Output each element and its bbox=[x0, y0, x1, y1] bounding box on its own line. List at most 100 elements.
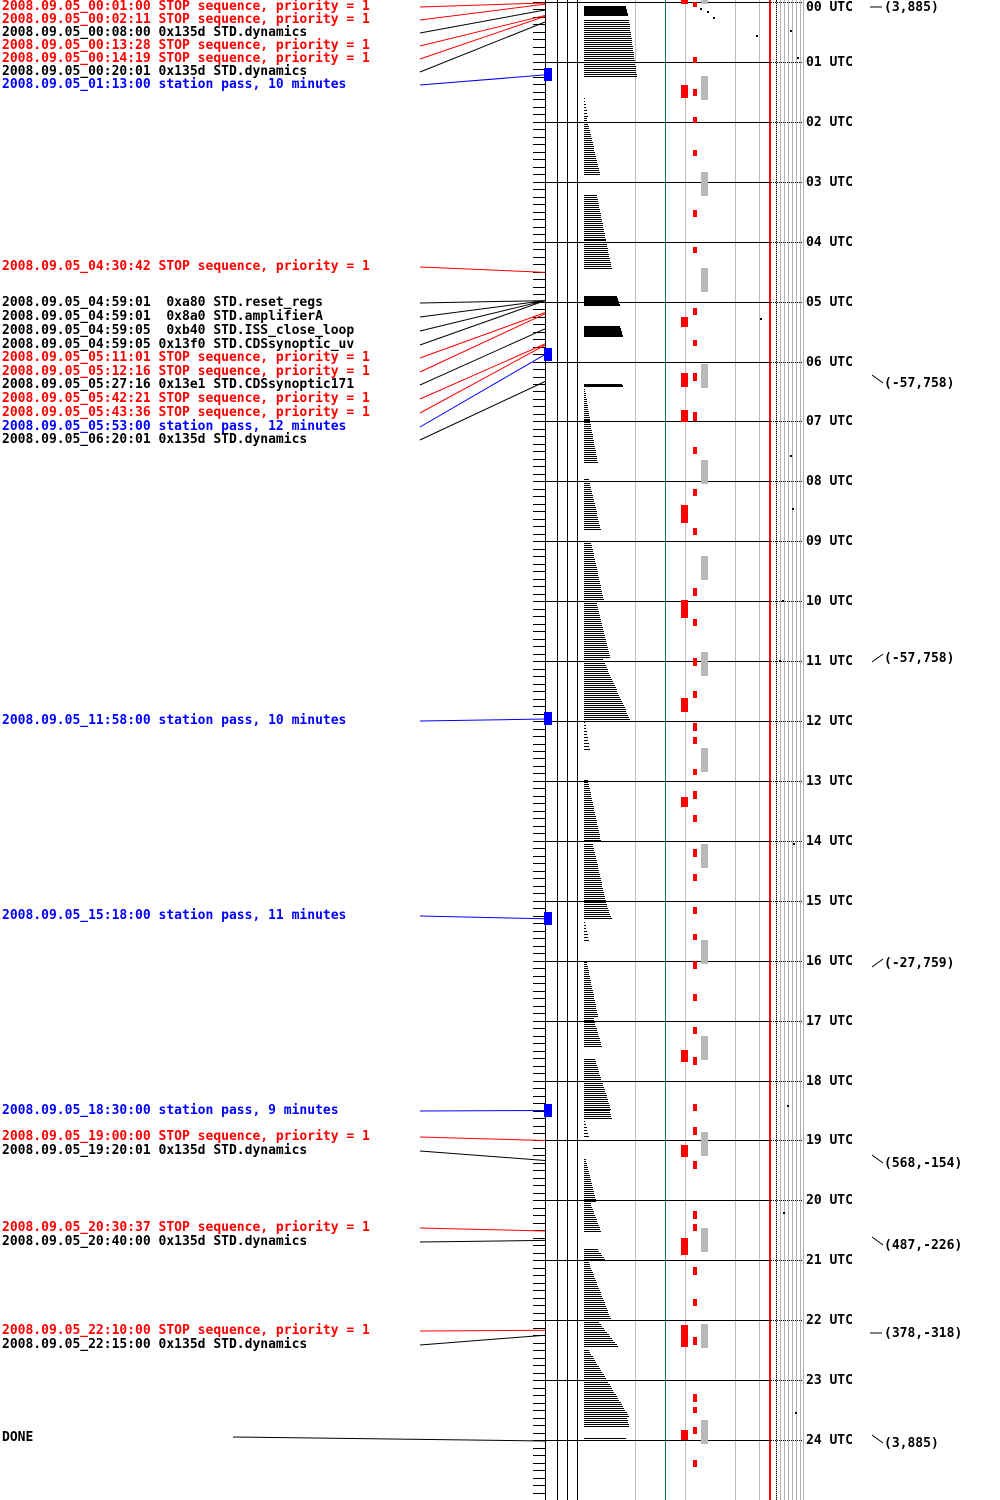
axis-tick bbox=[533, 504, 545, 505]
axis-tick bbox=[533, 227, 545, 228]
red-dash-mark bbox=[693, 1161, 697, 1169]
axis-tick bbox=[533, 998, 545, 999]
axis-tick bbox=[533, 234, 545, 235]
axis-tick bbox=[533, 893, 545, 894]
activity-bar bbox=[584, 665, 606, 666]
red-block-mark bbox=[681, 1430, 688, 1440]
activity-bar bbox=[584, 1020, 594, 1021]
axis-tick bbox=[533, 1111, 545, 1112]
activity-bar bbox=[584, 172, 600, 173]
axis-tick bbox=[533, 1448, 545, 1449]
event-label: 2008.09.05_19:00:00 STOP sequence, prior… bbox=[2, 1129, 370, 1144]
axis-tick bbox=[533, 1013, 545, 1014]
annotation-down-glyph bbox=[871, 374, 884, 384]
activity-bar bbox=[584, 479, 589, 480]
activity-bar bbox=[584, 242, 606, 243]
activity-bar bbox=[584, 107, 586, 108]
hour-label: 17 UTC bbox=[806, 1014, 853, 1029]
activity-bar bbox=[584, 810, 594, 811]
axis-tick bbox=[533, 856, 545, 857]
axis-tick bbox=[533, 377, 545, 378]
activity-bar bbox=[584, 1014, 598, 1015]
event-leader-line bbox=[419, 328, 546, 386]
activity-bar bbox=[584, 609, 598, 610]
grid-vertical-line bbox=[792, 0, 793, 1500]
axis-tick bbox=[533, 279, 545, 280]
activity-bar bbox=[584, 561, 595, 562]
activity-bar bbox=[584, 258, 610, 259]
activity-bar bbox=[584, 1063, 596, 1064]
activity-bar bbox=[584, 621, 601, 622]
activity-bar bbox=[584, 399, 587, 400]
activity-bar bbox=[584, 481, 589, 482]
station-pass-marker bbox=[544, 712, 552, 725]
activity-bar bbox=[584, 330, 621, 331]
activity-bar bbox=[584, 440, 594, 441]
red-block-mark bbox=[681, 410, 688, 422]
activity-bar bbox=[584, 974, 589, 975]
axis-tick bbox=[533, 489, 545, 490]
axis-tick bbox=[533, 646, 545, 647]
event-label: 2008.09.05_05:53:00 station pass, 12 min… bbox=[2, 419, 347, 434]
activity-bar bbox=[584, 128, 589, 129]
annotation-down-glyph bbox=[871, 1434, 884, 1444]
activity-bar bbox=[584, 13, 628, 14]
activity-bar bbox=[584, 1008, 596, 1009]
activity-bar bbox=[584, 972, 589, 973]
activity-bar bbox=[584, 511, 597, 512]
telemetry-dot bbox=[793, 843, 795, 845]
activity-bar bbox=[584, 50, 633, 51]
activity-bar bbox=[584, 26, 630, 27]
activity-bar bbox=[584, 1173, 589, 1174]
axis-tick bbox=[533, 1058, 545, 1059]
hour-line bbox=[533, 1140, 770, 1141]
axis-tick bbox=[533, 1350, 545, 1351]
station-pass-marker bbox=[544, 68, 552, 81]
red-block-mark bbox=[681, 373, 688, 387]
red-dash-mark bbox=[693, 1057, 697, 1065]
red-dash-mark bbox=[693, 308, 697, 315]
activity-bar bbox=[584, 124, 588, 125]
activity-bar bbox=[584, 571, 598, 572]
activity-bar bbox=[584, 30, 630, 31]
axis-tick bbox=[533, 391, 545, 392]
activity-bar bbox=[584, 422, 590, 423]
activity-bar bbox=[584, 808, 594, 809]
activity-bar bbox=[584, 707, 625, 708]
activity-bar bbox=[584, 166, 598, 167]
coordinate-annotation: (3,885) bbox=[884, 0, 939, 15]
activity-bar bbox=[584, 70, 636, 71]
activity-bar bbox=[584, 1101, 608, 1102]
activity-bar bbox=[584, 782, 588, 783]
activity-bar bbox=[584, 1044, 601, 1045]
activity-bar bbox=[584, 998, 594, 999]
activity-bar bbox=[584, 207, 599, 208]
activity-bar bbox=[584, 880, 601, 881]
red-block-mark bbox=[681, 797, 688, 807]
axis-tick bbox=[533, 1410, 545, 1411]
event-leader-line bbox=[419, 1329, 546, 1332]
hour-line bbox=[533, 1021, 770, 1022]
activity-bar bbox=[584, 1065, 597, 1066]
activity-bar bbox=[584, 436, 593, 437]
activity-bar bbox=[584, 1042, 601, 1043]
activity-bar bbox=[584, 1324, 601, 1325]
activity-bar bbox=[584, 1219, 597, 1220]
activity-bar bbox=[584, 1257, 604, 1258]
axis-tick bbox=[533, 826, 545, 827]
hour-label: 22 UTC bbox=[806, 1313, 853, 1328]
activity-bar bbox=[584, 715, 628, 716]
activity-bar bbox=[584, 58, 634, 59]
activity-bar bbox=[584, 1414, 628, 1415]
activity-bar bbox=[584, 142, 593, 143]
activity-bar bbox=[584, 250, 608, 251]
activity-bar bbox=[584, 235, 605, 236]
activity-bar bbox=[584, 8, 626, 9]
activity-bar bbox=[584, 1308, 607, 1309]
activity-bar bbox=[584, 336, 623, 337]
activity-bar bbox=[584, 1422, 628, 1423]
activity-bar bbox=[584, 168, 599, 169]
hour-line-dotted-extension bbox=[770, 362, 802, 363]
axis-tick bbox=[533, 624, 545, 625]
